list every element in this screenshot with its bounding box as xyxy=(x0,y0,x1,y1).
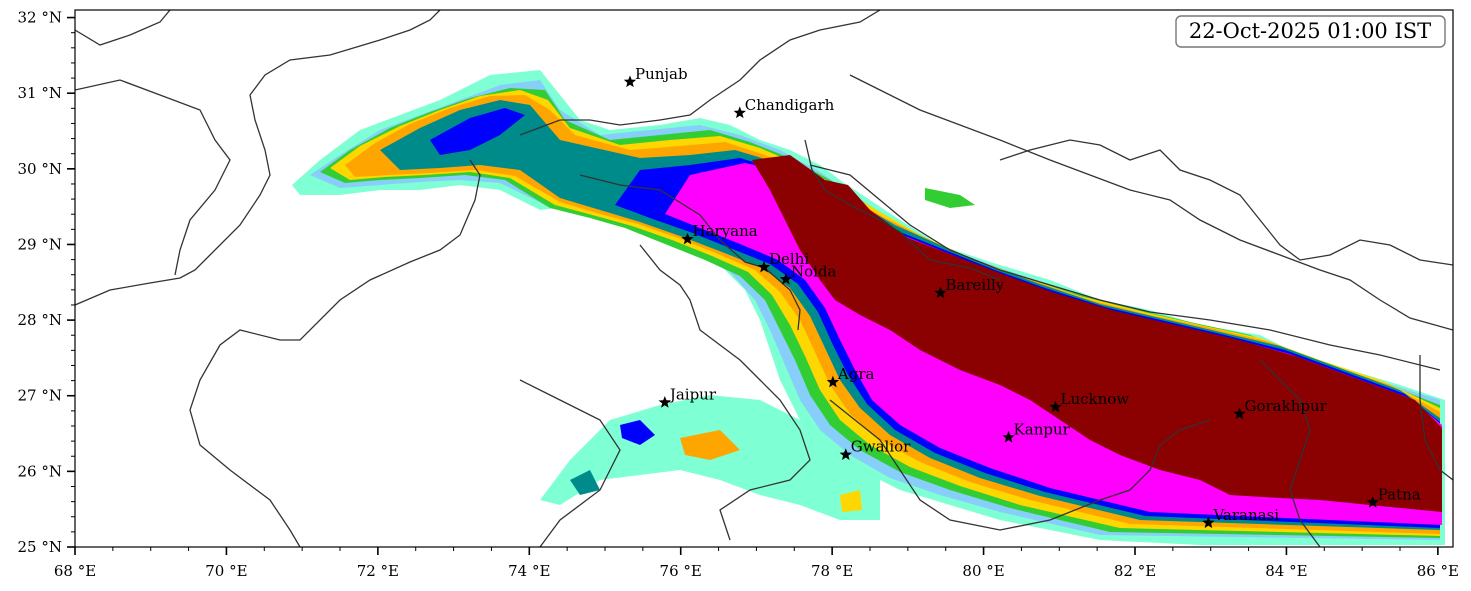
border-punjab-hp xyxy=(519,10,881,136)
precip-cell-mp xyxy=(840,490,862,512)
city-star-marker xyxy=(681,232,694,245)
city-star-marker xyxy=(733,106,746,119)
boundary-lines xyxy=(75,10,1453,547)
y-tick-label: 32 °N xyxy=(18,9,62,27)
x-tick-label: 70 °E xyxy=(205,562,247,580)
border-indus-west xyxy=(75,10,171,46)
y-tick-label: 28 °N xyxy=(18,311,62,329)
x-tick-label: 68 °E xyxy=(54,562,96,580)
city-star-marker xyxy=(779,272,793,285)
x-tick-label: 82 °E xyxy=(1114,562,1156,580)
border-nepal-south xyxy=(809,164,1441,371)
city-star-marker xyxy=(623,75,637,88)
border-tibet xyxy=(999,139,1453,266)
city-star-marker xyxy=(1366,495,1379,508)
border-haryana xyxy=(579,174,801,331)
precip-layers xyxy=(292,70,1445,545)
border-pak-afg xyxy=(75,79,231,276)
city-label: Haryana xyxy=(693,222,758,240)
x-tick-label: 74 °E xyxy=(508,562,550,580)
y-tick-label: 25 °N xyxy=(18,538,62,556)
timestamp-text: 22-Oct-2025 01:00 IST xyxy=(1189,19,1431,43)
city-label: Agra xyxy=(837,365,875,383)
precip-cell-sw2 xyxy=(680,430,740,460)
timestamp-box: 22-Oct-2025 01:00 IST xyxy=(1175,15,1446,48)
border-nepal xyxy=(849,74,1453,331)
border-up-west xyxy=(804,139,1001,281)
city-star-marker xyxy=(1002,430,1015,443)
y-tick-label: 30 °N xyxy=(18,160,62,178)
city-label: Punjab xyxy=(635,65,688,83)
precip-band-darkred xyxy=(752,155,1442,512)
border-pak-india xyxy=(75,10,441,306)
border-up-mp xyxy=(829,399,1211,531)
y-tick-label: 27 °N xyxy=(18,387,62,405)
city-label: Noida xyxy=(791,262,837,280)
city-star-marker xyxy=(658,396,671,408)
city-label: Chandigarh xyxy=(745,96,835,114)
y-axis: 25 °N 26 °N 27 °N 28 °N 29 °N 30 °N 31 °N 32 °N xyxy=(18,9,75,556)
y-tick-label: 31 °N xyxy=(18,84,62,102)
city-label: Gorakhpur xyxy=(1244,397,1327,415)
border-raj-mp xyxy=(639,244,811,541)
city-label: Varanasi xyxy=(1212,506,1279,524)
x-tick-label: 72 °E xyxy=(357,562,399,580)
city-star-marker xyxy=(1049,400,1062,413)
city-label: Patna xyxy=(1378,485,1421,503)
border-bihar-east xyxy=(1419,355,1453,481)
x-tick-label: 80 °E xyxy=(962,562,1004,580)
border-up-bihar xyxy=(1259,359,1321,547)
city-star-marker xyxy=(826,375,840,388)
city-star-marker xyxy=(934,286,947,299)
y-tick-label: 26 °N xyxy=(18,462,62,480)
y-tick-label: 29 °N xyxy=(18,235,62,253)
city-label: Kanpur xyxy=(1014,420,1071,438)
precip-cell-jaipur xyxy=(620,420,655,445)
city-star-marker xyxy=(839,448,852,460)
city-star-marker xyxy=(1233,407,1246,420)
city-star-marker xyxy=(757,260,771,273)
city-label: Delhi xyxy=(769,250,809,268)
border-raj-inner xyxy=(519,379,621,547)
x-tick-label: 84 °E xyxy=(1265,562,1307,580)
city-label: Lucknow xyxy=(1061,390,1130,408)
city-star-marker xyxy=(1202,516,1215,529)
city-label: Bareilly xyxy=(945,276,1004,294)
x-tick-label: 86 °E xyxy=(1417,562,1459,580)
plot-frame xyxy=(74,9,1454,548)
precip-cell-south xyxy=(570,470,600,495)
city-label: Jaipur xyxy=(668,386,717,404)
x-axis: 68 °E 70 °E 72 °E 74 °E 76 °E 78 °E 80 °E 82 °E… xyxy=(54,547,1459,580)
x-tick-label: 76 °E xyxy=(660,562,702,580)
border-punjab-pak xyxy=(189,159,481,547)
precip-cell-nepal xyxy=(925,188,975,208)
x-tick-label: 78 °E xyxy=(811,562,853,580)
city-label: Gwalior xyxy=(851,438,911,456)
